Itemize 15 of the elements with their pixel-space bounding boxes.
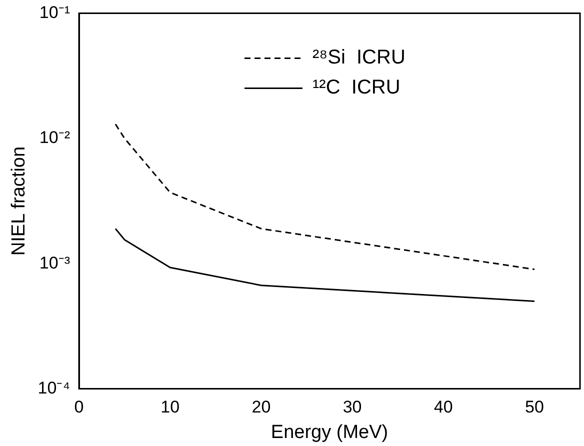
legend-label: ¹²C ICRU	[312, 76, 400, 99]
legend-label: ²⁸Si ICRU	[312, 46, 406, 69]
x-tick-label: 50	[524, 398, 544, 417]
y-tick-label: 10⁻²	[39, 128, 70, 148]
y-tick-label: 10⁻⁴	[38, 378, 70, 398]
y-tick-label: 10⁻¹	[39, 2, 70, 22]
x-tick-label: 10	[160, 398, 180, 417]
x-tick-label: 20	[252, 398, 271, 417]
y-axis-title: NIEL fraction	[8, 146, 30, 256]
x-tick-label: 0	[74, 398, 84, 417]
x-axis-title: Energy (MeV)	[270, 422, 388, 443]
x-tick-label: 30	[342, 398, 362, 417]
y-tick-label: 10⁻³	[39, 253, 70, 272]
line-series	[114, 123, 536, 270]
x-tick-label: 40	[434, 398, 453, 417]
